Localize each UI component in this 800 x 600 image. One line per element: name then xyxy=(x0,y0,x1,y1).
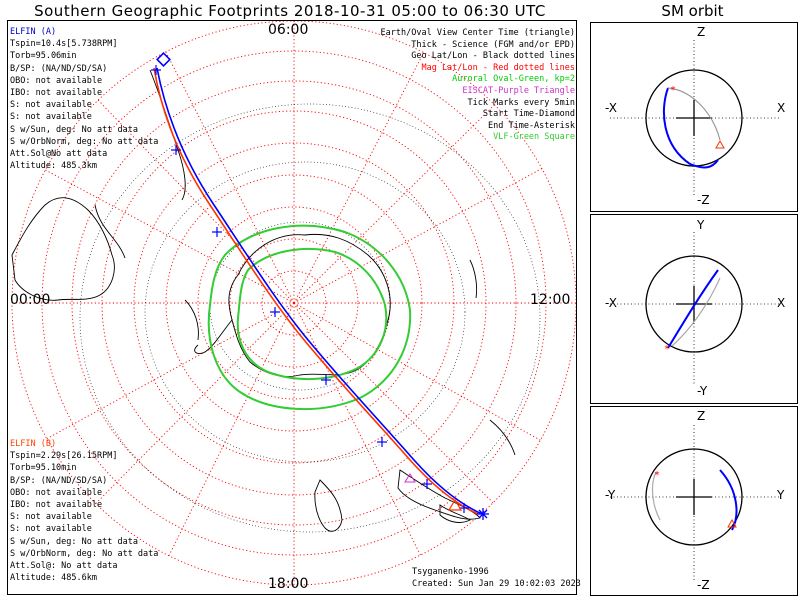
sm1-left-label: -X xyxy=(605,101,617,115)
elfin-b-line: Att.Sol@: No att data xyxy=(10,560,118,571)
elfin-a-info: ELFIN (A) Tspin=10.4s[5.738RPM] Torb=95.… xyxy=(10,26,158,172)
svg-text:*: * xyxy=(654,470,660,481)
end-asterisk xyxy=(477,508,489,520)
svg-text:*: * xyxy=(670,85,676,96)
track-ticks xyxy=(151,65,469,513)
elfin-b-line: S: not available xyxy=(10,524,92,535)
legend-entry: End Time-Asterisk xyxy=(488,120,575,131)
sm1-bottom-label: -Z xyxy=(697,193,710,207)
created-timestamp: Created: Sun Jan 29 10:02:03 2023 xyxy=(412,579,581,589)
sm-plot-xy: * xyxy=(610,232,780,386)
sm-orbit-title: SM orbit xyxy=(661,2,724,20)
hour-label-left: 00:00 xyxy=(10,292,51,308)
sm1-right-label: X xyxy=(777,101,786,115)
elfin-a-line: Torb=95.06min xyxy=(10,51,77,62)
track-elfin-b xyxy=(153,67,479,515)
elfin-a-line: S w/OrbNorm, deg: No att data xyxy=(10,136,159,147)
hour-label-bottom: 18:00 xyxy=(268,576,309,592)
auroral-oval xyxy=(207,224,412,411)
sm1-top-label: Z xyxy=(697,25,706,39)
sm2-top-label: Y xyxy=(697,218,705,232)
legend-entry: Earth/Oval View Center Time (triangle) xyxy=(380,28,575,38)
legend-entry: Mag Lat/Lon - Red dotted lines xyxy=(421,62,575,73)
svg-text:*: * xyxy=(664,344,670,355)
elfin-b-name: ELFIN (B) xyxy=(10,439,57,449)
sm-panel-xy xyxy=(590,214,798,404)
legend-entry: Tick Marks every 5min xyxy=(467,97,575,108)
elfin-a-line: S w/Sun, deg: No att data xyxy=(10,124,138,135)
track-elfin-a xyxy=(156,67,483,515)
start-diamond xyxy=(156,52,171,67)
sm2-left-label: -X xyxy=(605,296,617,310)
elfin-a-line: OBO: not available xyxy=(10,75,103,86)
hour-label-top: 06:00 xyxy=(268,22,309,38)
map-legend: Earth/Oval View Center Time (triangle) T… xyxy=(381,28,575,144)
sm-plot-yz: * xyxy=(610,425,780,580)
elfin-b-line: S w/OrbNorm, deg: No att data xyxy=(10,548,159,559)
legend-entry: VLF-Green Square xyxy=(493,132,575,143)
sm3-right-label: Y xyxy=(777,488,785,502)
model-credit: Tsyganenko-1996 xyxy=(412,567,489,577)
elfin-a-line: B/SP: (NA/ND/SD/SA) xyxy=(10,63,108,74)
legend-entry: Start Time-Diamond xyxy=(482,109,575,120)
elfin-a-line: Altitude: 485.3km xyxy=(10,161,97,172)
elfin-b-line: B/SP: (NA/ND/SD/SA) xyxy=(10,475,108,486)
sm3-left-label: -Y xyxy=(605,488,616,502)
elfin-a-line: S: not available xyxy=(10,100,92,111)
sm2-bottom-label: -Y xyxy=(697,384,708,398)
legend-entry: EISCAT-Purple Triangle xyxy=(462,85,575,96)
sm3-top-label: Z xyxy=(697,409,706,423)
sm3-bottom-label: -Z xyxy=(697,578,710,592)
elfin-b-line: Altitude: 485.6km xyxy=(10,573,97,584)
sm-panel-xz xyxy=(590,22,798,212)
elfin-a-line: Tspin=10.4s[5.738RPM] xyxy=(10,39,118,50)
legend-entry: Thick - Science (FGM and/or EPD) xyxy=(411,39,575,50)
elfin-a-name: ELFIN (A) xyxy=(10,27,57,37)
eiscat-triangle xyxy=(404,473,416,483)
sm-plot-xz: * xyxy=(610,40,780,195)
center-time-triangle xyxy=(447,498,463,511)
legend-entry: Auroral Oval-Green, kp=2 xyxy=(452,74,575,85)
elfin-b-line: Tspin=2.29s[26.15RPM] xyxy=(10,451,118,462)
hour-label-right: 12:00 xyxy=(530,292,571,308)
elfin-a-line: S: not available xyxy=(10,112,92,123)
elfin-a-line: Att.Sol@No att data xyxy=(10,148,108,159)
elfin-b-info: ELFIN (B) Tspin=2.29s[26.15RPM] Torb=95.… xyxy=(10,438,158,584)
elfin-b-line: S: not available xyxy=(10,512,92,523)
elfin-b-line: IBO: not available xyxy=(10,499,103,510)
elfin-b-line: OBO: not available xyxy=(10,487,103,498)
map-frame xyxy=(7,20,577,595)
elfin-b-line: Torb=95.10min xyxy=(10,463,77,474)
legend-entry: Geo Lat/Lon - Black dotted lines xyxy=(411,51,575,62)
elfin-b-line: S w/Sun, deg: No att data xyxy=(10,536,138,547)
plot-title: Southern Geographic Footprints 2018-10-3… xyxy=(34,2,546,20)
sm2-right-label: X xyxy=(777,296,786,310)
sm-panel-yz xyxy=(590,406,798,596)
elfin-a-line: IBO: not available xyxy=(10,87,103,98)
